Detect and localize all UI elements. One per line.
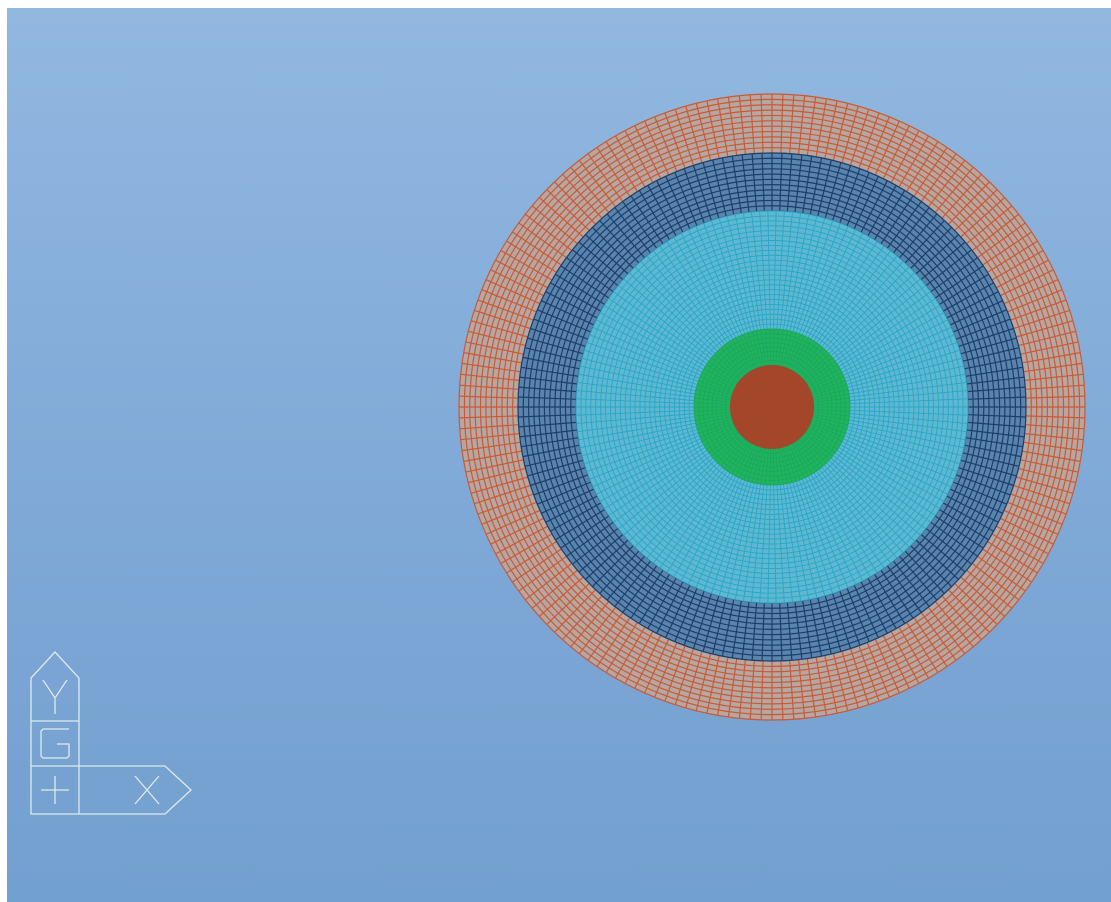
x-axis-label [134, 775, 160, 805]
origin-label [41, 776, 69, 804]
cyan-ring-element-lines [575, 210, 969, 604]
circular-mesh-model[interactable] [7, 8, 1111, 902]
x-axis-arrow [30, 765, 192, 815]
y-axis-label [42, 679, 68, 714]
coordinate-triad-icon [30, 651, 192, 815]
core-fill [730, 365, 814, 449]
graphics-viewport[interactable] [7, 8, 1111, 902]
y-axis-arrow [30, 651, 80, 766]
outer-ring-element-lines [458, 93, 1086, 721]
global-label [40, 728, 70, 759]
green-ring-element-lines [693, 328, 851, 486]
mesh-region-core[interactable] [730, 365, 814, 449]
